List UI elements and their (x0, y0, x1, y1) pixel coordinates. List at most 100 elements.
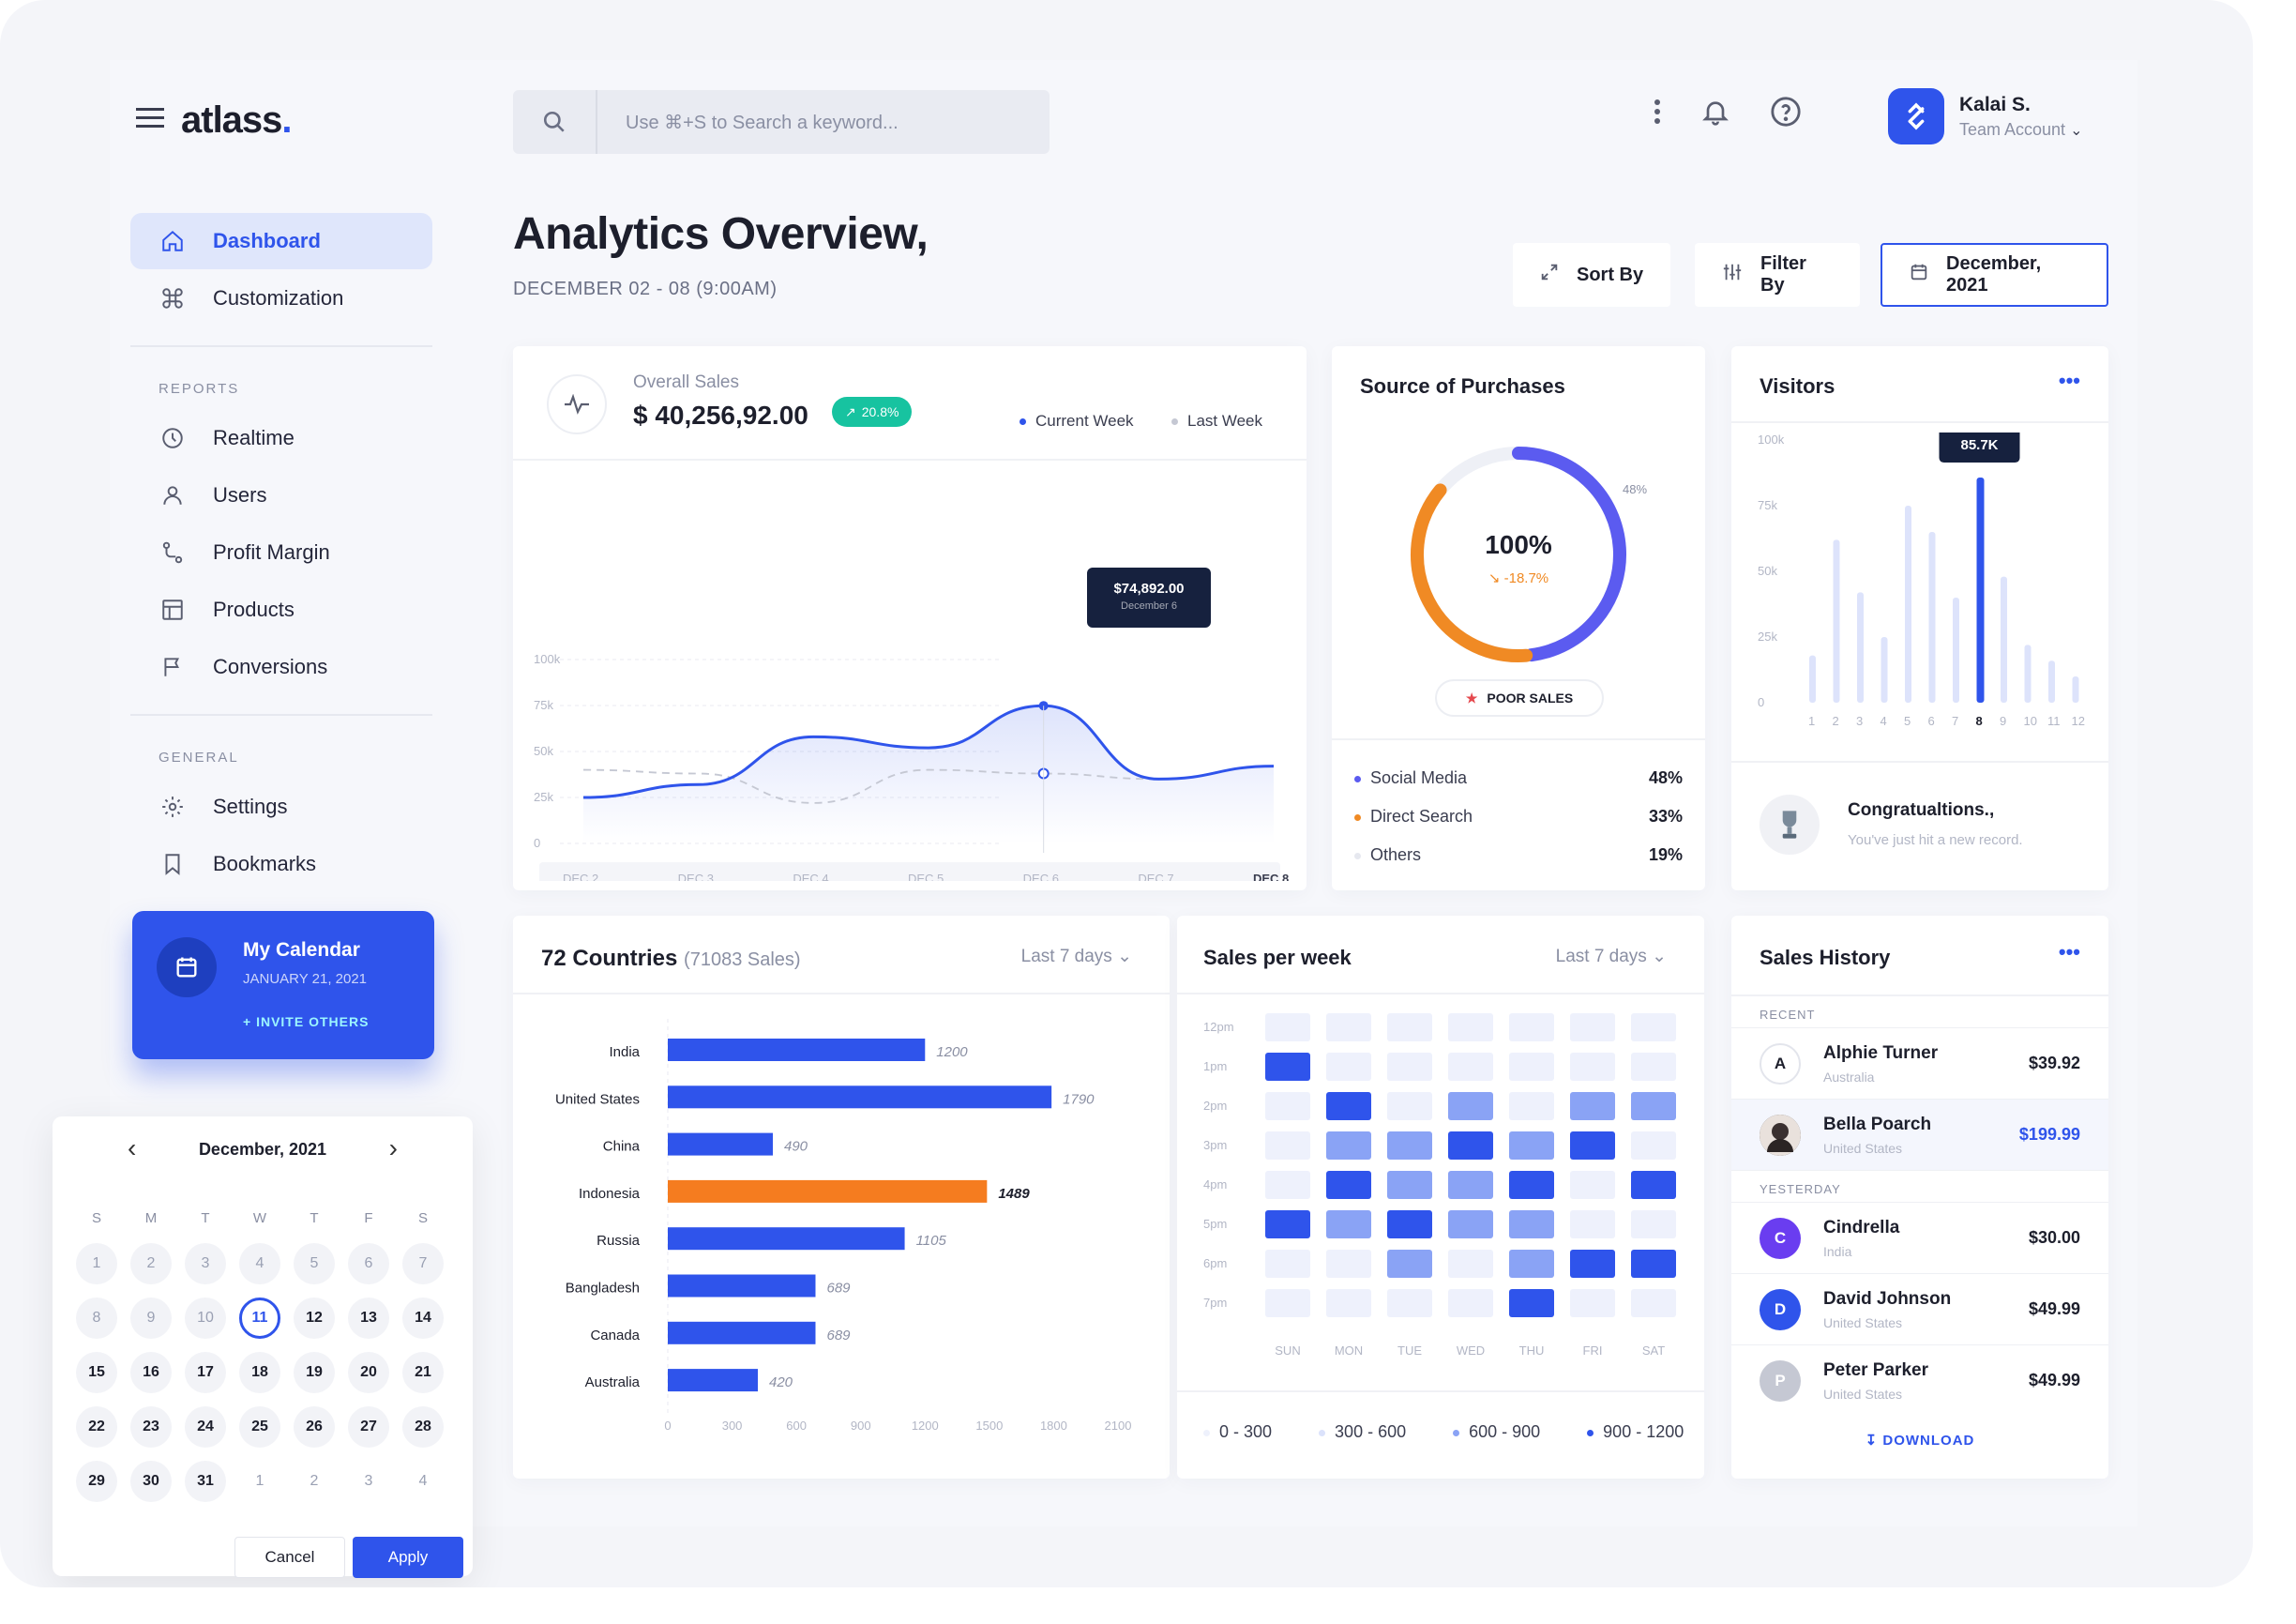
calendar-day[interactable]: 18 (233, 1345, 287, 1400)
sidebar-item-dashboard[interactable]: Dashboard (130, 213, 432, 269)
my-calendar-card[interactable]: My Calendar JANUARY 21, 2021 + INVITE OT… (132, 911, 434, 1059)
more-horizontal-icon[interactable]: ••• (2058, 369, 2080, 392)
calendar-day[interactable]: 7 (396, 1237, 450, 1291)
calendar-day[interactable]: 17 (178, 1345, 233, 1400)
calendar-day[interactable]: 1 (69, 1237, 124, 1291)
bell-icon[interactable] (1700, 96, 1730, 132)
calendar-day[interactable]: 26 (287, 1400, 341, 1454)
heatmap-cell[interactable] (1448, 1131, 1493, 1160)
visitors-bar[interactable] (1881, 637, 1888, 703)
calendar-day[interactable]: 12 (287, 1291, 341, 1345)
menu-icon[interactable] (136, 108, 164, 133)
country-bar[interactable] (668, 1321, 816, 1344)
sidebar-item-realtime[interactable]: Realtime (130, 410, 432, 466)
heatmap-cell[interactable] (1387, 1210, 1432, 1238)
heatmap-cell[interactable] (1387, 1131, 1432, 1160)
heatmap-cell[interactable] (1387, 1171, 1432, 1199)
calendar-day[interactable]: 23 (124, 1400, 178, 1454)
calendar-day[interactable]: 3 (178, 1237, 233, 1291)
calendar-day[interactable]: 21 (396, 1345, 450, 1400)
filter-button[interactable]: Filter By (1695, 243, 1860, 307)
heatmap-cell[interactable] (1631, 1210, 1676, 1238)
heatmap-cell[interactable] (1387, 1250, 1432, 1278)
calendar-day[interactable]: 10 (178, 1291, 233, 1345)
sales-line-chart[interactable]: 100k 75k 50k 25k 0 DEC 2 DEC 3 DEC 4 DEC 5 DEC 6 D… (513, 468, 1307, 881)
sidebar-item-users[interactable]: Users (130, 467, 432, 524)
heatmap-cell[interactable] (1265, 1053, 1310, 1081)
calendar-day[interactable]: 9 (124, 1291, 178, 1345)
heatmap-cell[interactable] (1631, 1053, 1676, 1081)
visitors-bar[interactable] (1953, 598, 1959, 703)
heatmap-cell[interactable] (1570, 1053, 1615, 1081)
heatmap-cell[interactable] (1509, 1250, 1554, 1278)
chevron-right-icon[interactable]: › (388, 1133, 398, 1162)
sales-history-row[interactable]: C Cindrella India $30.00 (1731, 1202, 2108, 1273)
calendar-day[interactable]: 14 (396, 1291, 450, 1345)
sales-history-row[interactable]: Bella Poarch United States $199.99 (1731, 1099, 2108, 1170)
cancel-button[interactable]: Cancel (234, 1537, 345, 1578)
visitors-bar[interactable] (2024, 645, 2032, 703)
country-bar[interactable] (668, 1039, 926, 1061)
heatmap-cell[interactable] (1631, 1092, 1676, 1120)
heatmap-cell[interactable] (1570, 1131, 1615, 1160)
heatmap-cell[interactable] (1509, 1013, 1554, 1041)
sort-button[interactable]: Sort By (1513, 243, 1670, 307)
heatmap-cell[interactable] (1570, 1171, 1615, 1199)
heatmap-cell[interactable] (1326, 1131, 1371, 1160)
visitors-bar[interactable] (2072, 676, 2079, 703)
invite-others-link[interactable]: + INVITE OTHERS (243, 1014, 370, 1029)
heatmap-cell[interactable] (1265, 1092, 1310, 1120)
heatmap-cell[interactable] (1265, 1210, 1310, 1238)
calendar-day[interactable]: 22 (69, 1400, 124, 1454)
heatmap-cell[interactable] (1509, 1171, 1554, 1199)
calendar-day[interactable]: 2 (124, 1237, 178, 1291)
heatmap-cell[interactable] (1326, 1053, 1371, 1081)
heatmap-cell[interactable] (1631, 1171, 1676, 1199)
search-bar[interactable]: Use ⌘+S to Search a keyword... (513, 90, 1050, 154)
heatmap-cell[interactable] (1326, 1250, 1371, 1278)
calendar-day[interactable]: 20 (341, 1345, 396, 1400)
sidebar-item-bookmarks[interactable]: Bookmarks (130, 836, 432, 892)
calendar-day[interactable]: 13 (341, 1291, 396, 1345)
social-media-slice[interactable] (1512, 447, 1626, 662)
calendar-day[interactable]: 3 (364, 1473, 373, 1489)
country-bar[interactable] (668, 1227, 905, 1251)
heatmap-cell[interactable] (1448, 1171, 1493, 1199)
calendar-day[interactable]: 15 (69, 1345, 124, 1400)
heatmap-cell[interactable] (1265, 1289, 1310, 1317)
sales-history-row[interactable]: A Alphie Turner Australia $39.92 (1731, 1027, 2108, 1099)
heatmap-cell[interactable] (1570, 1013, 1615, 1041)
heatmap-cell[interactable] (1509, 1053, 1554, 1081)
visitors-bar[interactable] (1905, 506, 1911, 703)
heatmap-cell[interactable] (1265, 1131, 1310, 1160)
calendar-day[interactable]: 4 (233, 1237, 287, 1291)
heatmap-cell[interactable] (1631, 1250, 1676, 1278)
calendar-day[interactable]: 11 (233, 1291, 287, 1345)
countries-bar-chart[interactable]: India 1200 United States 1790 China 490 Indone… (513, 991, 1170, 1479)
heatmap-cell[interactable] (1326, 1171, 1371, 1199)
heatmap-cell[interactable] (1326, 1013, 1371, 1041)
calendar-day[interactable]: 24 (178, 1400, 233, 1454)
search-input[interactable]: Use ⌘+S to Search a keyword... (626, 112, 899, 133)
date-range-button[interactable]: December, 2021 (1881, 243, 2108, 307)
calendar-day[interactable]: 31 (178, 1454, 233, 1509)
visitors-bar[interactable] (1928, 532, 1936, 703)
heatmap-cell[interactable] (1631, 1289, 1676, 1317)
calendar-day[interactable]: 19 (287, 1345, 341, 1400)
heatmap-cell[interactable] (1448, 1250, 1493, 1278)
visitors-bar[interactable] (2048, 660, 2055, 703)
country-bar[interactable] (668, 1369, 758, 1392)
more-horizontal-icon[interactable]: ••• (2058, 940, 2080, 964)
sidebar-item-customization[interactable]: Customization (130, 270, 432, 326)
heatmap-cell[interactable] (1570, 1210, 1615, 1238)
calendar-day[interactable]: 29 (69, 1454, 124, 1509)
current-week-point[interactable] (1038, 701, 1049, 711)
heatmap-cell[interactable] (1509, 1131, 1554, 1160)
sales-history-row[interactable]: D David Johnson United States $49.99 (1731, 1273, 2108, 1344)
sales-heatmap[interactable]: 12pm 1pm 2pm 3pm 4pm 5pm 6pm 7pm SUN MON TUE WED THU… (1177, 1000, 1704, 1394)
download-button[interactable]: ↧ DOWNLOAD (1865, 1433, 1975, 1449)
heatmap-cell[interactable] (1265, 1171, 1310, 1199)
heatmap-cell[interactable] (1570, 1289, 1615, 1317)
brand-logo[interactable]: atlass. (181, 99, 293, 141)
